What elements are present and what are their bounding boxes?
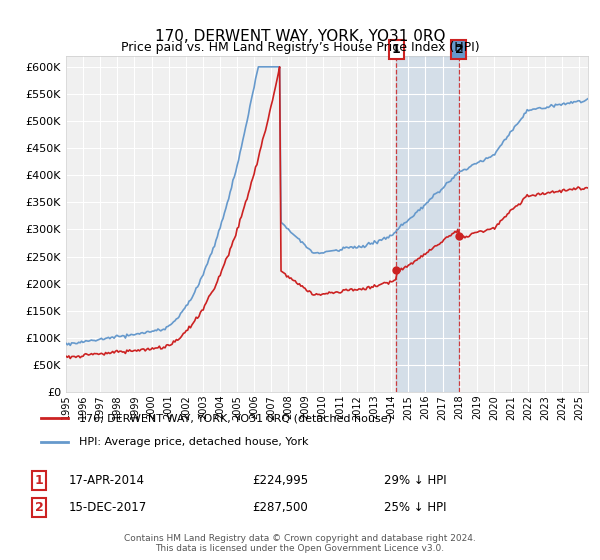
Text: 25% ↓ HPI: 25% ↓ HPI (384, 501, 446, 514)
Text: £287,500: £287,500 (252, 501, 308, 514)
Text: 170, DERWENT WAY, YORK, YO31 0RQ: 170, DERWENT WAY, YORK, YO31 0RQ (155, 29, 445, 44)
Text: 1: 1 (392, 43, 401, 56)
Text: 17-APR-2014: 17-APR-2014 (69, 474, 145, 487)
Text: Price paid vs. HM Land Registry’s House Price Index (HPI): Price paid vs. HM Land Registry’s House … (121, 41, 479, 54)
Text: 170, DERWENT WAY, YORK, YO31 0RQ (detached house): 170, DERWENT WAY, YORK, YO31 0RQ (detach… (79, 413, 392, 423)
Bar (396, 56, 459, 392)
Text: 2: 2 (35, 501, 43, 514)
Text: Contains HM Land Registry data © Crown copyright and database right 2024.
This d: Contains HM Land Registry data © Crown c… (124, 534, 476, 553)
Text: HPI: Average price, detached house, York: HPI: Average price, detached house, York (79, 436, 308, 446)
Text: 29% ↓ HPI: 29% ↓ HPI (384, 474, 446, 487)
Text: 15-DEC-2017: 15-DEC-2017 (69, 501, 147, 514)
Text: 2: 2 (455, 43, 463, 56)
Text: £224,995: £224,995 (252, 474, 308, 487)
Text: 1: 1 (35, 474, 43, 487)
